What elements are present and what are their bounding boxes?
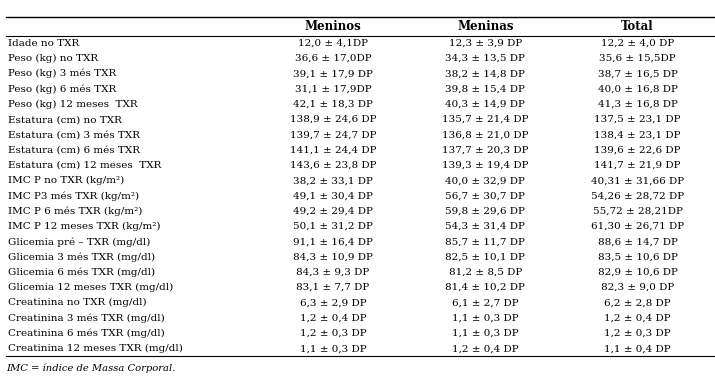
Text: 139,7 ± 24,7 DP: 139,7 ± 24,7 DP [290,130,376,139]
Text: Creatinina 12 meses TXR (mg/dl): Creatinina 12 meses TXR (mg/dl) [8,344,183,353]
Text: 31,1 ± 17,9DP: 31,1 ± 17,9DP [295,84,371,94]
Text: 82,3 ± 9,0 DP: 82,3 ± 9,0 DP [601,283,674,292]
Text: 38,7 ± 16,5 DP: 38,7 ± 16,5 DP [598,69,677,78]
Text: 38,2 ± 33,1 DP: 38,2 ± 33,1 DP [293,176,373,185]
Text: Glicemia 3 més TXR (mg/dl): Glicemia 3 més TXR (mg/dl) [8,253,155,262]
Text: IMC P 12 meses TXR (kg/m²): IMC P 12 meses TXR (kg/m²) [8,222,160,231]
Text: Peso (kg) 6 més TXR: Peso (kg) 6 més TXR [8,84,116,94]
Text: 6,2 ± 2,8 DP: 6,2 ± 2,8 DP [604,298,671,308]
Text: 1,1 ± 0,3 DP: 1,1 ± 0,3 DP [452,314,518,323]
Text: Glicemia 6 més TXR (mg/dl): Glicemia 6 més TXR (mg/dl) [8,268,155,277]
Text: 1,2 ± 0,3 DP: 1,2 ± 0,3 DP [604,329,671,338]
Text: Estatura (cm) 3 més TXR: Estatura (cm) 3 més TXR [8,130,140,139]
Text: 83,1 ± 7,7 DP: 83,1 ± 7,7 DP [297,283,370,292]
Text: 6,1 ± 2,7 DP: 6,1 ± 2,7 DP [452,298,518,308]
Text: 12,3 ± 3,9 DP: 12,3 ± 3,9 DP [449,39,522,48]
Text: Total: Total [621,20,654,33]
Text: 49,2 ± 29,4 DP: 49,2 ± 29,4 DP [293,207,373,216]
Text: 81,2 ± 8,5 DP: 81,2 ± 8,5 DP [449,268,522,277]
Text: 12,0 ± 4,1DP: 12,0 ± 4,1DP [298,39,368,48]
Text: 81,4 ± 10,2 DP: 81,4 ± 10,2 DP [445,283,526,292]
Text: 1,1 ± 0,3 DP: 1,1 ± 0,3 DP [300,344,366,353]
Text: 35,6 ± 15,5DP: 35,6 ± 15,5DP [599,54,676,63]
Text: 82,5 ± 10,1 DP: 82,5 ± 10,1 DP [445,253,526,262]
Text: 84,3 ± 10,9 DP: 84,3 ± 10,9 DP [293,253,373,262]
Text: 143,6 ± 23,8 DP: 143,6 ± 23,8 DP [290,161,376,170]
Text: 83,5 ± 10,6 DP: 83,5 ± 10,6 DP [598,253,677,262]
Text: 1,2 ± 0,3 DP: 1,2 ± 0,3 DP [300,329,366,338]
Text: Creatinina 6 més TXR (mg/dl): Creatinina 6 més TXR (mg/dl) [8,329,164,338]
Text: 6,3 ± 2,9 DP: 6,3 ± 2,9 DP [300,298,366,308]
Text: 36,6 ± 17,0DP: 36,6 ± 17,0DP [295,54,371,63]
Text: Meninos: Meninos [305,20,362,33]
Text: 56,7 ± 30,7 DP: 56,7 ± 30,7 DP [445,191,526,201]
Text: 39,1 ± 17,9 DP: 39,1 ± 17,9 DP [293,69,373,78]
Text: 49,1 ± 30,4 DP: 49,1 ± 30,4 DP [293,191,373,201]
Text: 1,2 ± 0,4 DP: 1,2 ± 0,4 DP [300,314,366,323]
Text: 1,1 ± 0,3 DP: 1,1 ± 0,3 DP [452,329,518,338]
Text: 139,3 ± 19,4 DP: 139,3 ± 19,4 DP [442,161,528,170]
Text: 59,8 ± 29,6 DP: 59,8 ± 29,6 DP [445,207,526,216]
Text: 40,31 ± 31,66 DP: 40,31 ± 31,66 DP [591,176,684,185]
Text: Estatura (cm) 12 meses  TXR: Estatura (cm) 12 meses TXR [8,161,162,170]
Text: Glicemia 12 meses TXR (mg/dl): Glicemia 12 meses TXR (mg/dl) [8,283,173,292]
Text: 135,7 ± 21,4 DP: 135,7 ± 21,4 DP [442,115,528,124]
Text: Peso (kg) no TXR: Peso (kg) no TXR [8,54,98,63]
Text: 1,2 ± 0,4 DP: 1,2 ± 0,4 DP [452,344,518,353]
Text: 40,3 ± 14,9 DP: 40,3 ± 14,9 DP [445,100,526,109]
Text: 1,2 ± 0,4 DP: 1,2 ± 0,4 DP [604,314,671,323]
Text: IMC P no TXR (kg/m²): IMC P no TXR (kg/m²) [8,176,124,185]
Text: 38,2 ± 14,8 DP: 38,2 ± 14,8 DP [445,69,526,78]
Text: 40,0 ± 32,9 DP: 40,0 ± 32,9 DP [445,176,526,185]
Text: 136,8 ± 21,0 DP: 136,8 ± 21,0 DP [442,130,528,139]
Text: 41,3 ± 16,8 DP: 41,3 ± 16,8 DP [598,100,677,109]
Text: 88,6 ± 14,7 DP: 88,6 ± 14,7 DP [598,237,677,246]
Text: 82,9 ± 10,6 DP: 82,9 ± 10,6 DP [598,268,677,277]
Text: Estatura (cm) no TXR: Estatura (cm) no TXR [8,115,122,124]
Text: 141,1 ± 24,4 DP: 141,1 ± 24,4 DP [290,146,376,155]
Text: 54,26 ± 28,72 DP: 54,26 ± 28,72 DP [591,191,684,201]
Text: Estatura (cm) 6 més TXR: Estatura (cm) 6 més TXR [8,146,140,155]
Text: 85,7 ± 11,7 DP: 85,7 ± 11,7 DP [445,237,526,246]
Text: 138,4 ± 23,1 DP: 138,4 ± 23,1 DP [594,130,681,139]
Text: IMC P 6 més TXR (kg/m²): IMC P 6 més TXR (kg/m²) [8,207,142,216]
Text: 137,5 ± 23,1 DP: 137,5 ± 23,1 DP [594,115,681,124]
Text: 84,3 ± 9,3 DP: 84,3 ± 9,3 DP [297,268,370,277]
Text: Peso (kg) 3 més TXR: Peso (kg) 3 més TXR [8,69,116,78]
Text: Glicemia pré – TXR (mg/dl): Glicemia pré – TXR (mg/dl) [8,237,150,246]
Text: IMC P3 més TXR (kg/m²): IMC P3 més TXR (kg/m²) [8,191,139,201]
Text: 55,72 ± 28,21DP: 55,72 ± 28,21DP [593,207,682,216]
Text: 138,9 ± 24,6 DP: 138,9 ± 24,6 DP [290,115,376,124]
Text: 34,3 ± 13,5 DP: 34,3 ± 13,5 DP [445,54,526,63]
Text: 61,30 ± 26,71 DP: 61,30 ± 26,71 DP [591,222,684,231]
Text: 139,6 ± 22,6 DP: 139,6 ± 22,6 DP [594,146,681,155]
Text: 40,0 ± 16,8 DP: 40,0 ± 16,8 DP [598,84,677,94]
Text: 54,3 ± 31,4 DP: 54,3 ± 31,4 DP [445,222,526,231]
Text: Creatinina 3 més TXR (mg/dl): Creatinina 3 més TXR (mg/dl) [8,314,164,323]
Text: Creatinina no TXR (mg/dl): Creatinina no TXR (mg/dl) [8,298,147,308]
Text: 42,1 ± 18,3 DP: 42,1 ± 18,3 DP [293,100,373,109]
Text: Meninas: Meninas [457,20,513,33]
Text: 39,8 ± 15,4 DP: 39,8 ± 15,4 DP [445,84,526,94]
Text: Peso (kg) 12 meses  TXR: Peso (kg) 12 meses TXR [8,100,137,109]
Text: 141,7 ± 21,9 DP: 141,7 ± 21,9 DP [594,161,681,170]
Text: Idade no TXR: Idade no TXR [8,39,79,48]
Text: IMC = índice de Massa Corporal.: IMC = índice de Massa Corporal. [6,363,175,373]
Text: 1,1 ± 0,4 DP: 1,1 ± 0,4 DP [604,344,671,353]
Text: 50,1 ± 31,2 DP: 50,1 ± 31,2 DP [293,222,373,231]
Text: 91,1 ± 16,4 DP: 91,1 ± 16,4 DP [293,237,373,246]
Text: 137,7 ± 20,3 DP: 137,7 ± 20,3 DP [442,146,528,155]
Text: 12,2 ± 4,0 DP: 12,2 ± 4,0 DP [601,39,674,48]
